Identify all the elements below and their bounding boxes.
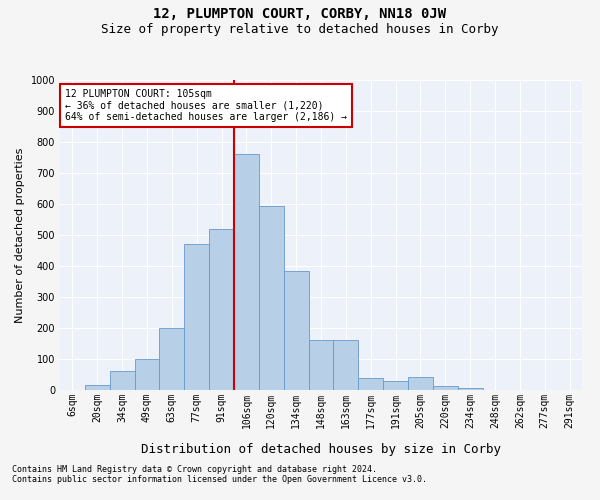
Text: Distribution of detached houses by size in Corby: Distribution of detached houses by size …: [141, 442, 501, 456]
Bar: [134, 359, 160, 390]
Bar: [308, 340, 334, 390]
Bar: [458, 388, 482, 390]
Bar: [358, 378, 383, 390]
Text: Size of property relative to detached houses in Corby: Size of property relative to detached ho…: [101, 22, 499, 36]
Bar: [284, 270, 308, 390]
Text: 12 PLUMPTON COURT: 105sqm
← 36% of detached houses are smaller (1,220)
64% of se: 12 PLUMPTON COURT: 105sqm ← 36% of detac…: [65, 90, 347, 122]
Bar: [160, 328, 184, 390]
Bar: [209, 229, 234, 390]
Bar: [433, 386, 458, 390]
Bar: [234, 154, 259, 390]
Bar: [85, 386, 110, 390]
Bar: [408, 377, 433, 390]
Bar: [259, 206, 284, 390]
Text: Contains HM Land Registry data © Crown copyright and database right 2024.: Contains HM Land Registry data © Crown c…: [12, 465, 377, 474]
Text: Contains public sector information licensed under the Open Government Licence v3: Contains public sector information licen…: [12, 475, 427, 484]
Y-axis label: Number of detached properties: Number of detached properties: [15, 148, 25, 322]
Text: 12, PLUMPTON COURT, CORBY, NN18 0JW: 12, PLUMPTON COURT, CORBY, NN18 0JW: [154, 8, 446, 22]
Bar: [110, 372, 134, 390]
Bar: [334, 340, 358, 390]
Bar: [184, 244, 209, 390]
Bar: [383, 382, 408, 390]
